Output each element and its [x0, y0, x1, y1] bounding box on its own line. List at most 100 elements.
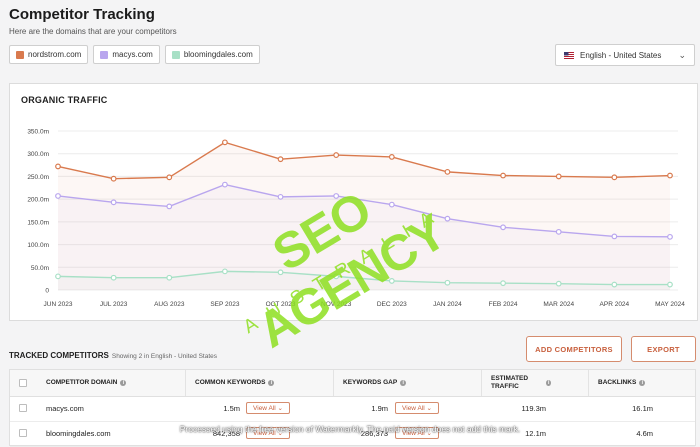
row-common-keywords: 1.5m: [223, 404, 240, 413]
data-point: [166, 203, 173, 210]
competitor-chip-macys[interactable]: macys.com: [93, 45, 160, 64]
header-label: KEYWORDS GAP: [343, 379, 398, 386]
export-button[interactable]: EXPORT: [631, 336, 696, 362]
add-competitors-button[interactable]: ADD COMPETITORS: [526, 336, 622, 362]
series-area: [58, 271, 670, 290]
competitor-chip-bloomingdales[interactable]: bloomingdales.com: [164, 45, 260, 64]
tracked-competitors-title: TRACKED COMPETITORS Showing 2 in English …: [9, 351, 217, 360]
x-tick-label: APR 2024: [600, 301, 630, 308]
data-point: [388, 153, 395, 160]
language-selected: English - United States: [580, 50, 662, 60]
y-tick-label: 300.0m: [27, 151, 49, 158]
data-point: [110, 175, 117, 182]
info-icon: i: [546, 380, 551, 386]
data-point: [500, 172, 506, 179]
row-keywords-gap: 286,373: [360, 429, 388, 438]
column-divider: [481, 370, 482, 396]
competitor-chips: nordstrom.com macys.com bloomingdales.co…: [9, 45, 260, 64]
page-title: Competitor Tracking: [9, 6, 155, 23]
color-swatch: [171, 50, 180, 59]
data-point: [222, 181, 228, 188]
table-header: COMPETITOR DOMAIN i COMMON KEYWORDS i KEYW…: [10, 370, 695, 397]
series-area: [58, 184, 670, 290]
competitor-chip-nordstrom[interactable]: nordstrom.com: [9, 45, 89, 64]
row-domain: macys.com: [46, 404, 84, 413]
data-point: [500, 280, 506, 287]
us-flag-icon: [564, 51, 574, 59]
view-all-button[interactable]: View All ⌄: [246, 427, 290, 439]
data-point: [611, 281, 618, 288]
data-point: [333, 273, 340, 280]
chevron-down-icon: ⌄: [678, 49, 686, 60]
row-backlinks: 4.6m: [636, 429, 653, 438]
x-tick-label: FEB 2024: [489, 301, 518, 308]
series-area: [58, 142, 670, 290]
view-all-button[interactable]: View All ⌄: [246, 402, 290, 414]
info-icon: i: [268, 380, 275, 386]
series-line: [57, 183, 671, 238]
data-point: [166, 174, 173, 181]
header-domain[interactable]: COMPETITOR DOMAIN i: [46, 370, 127, 396]
y-tick-label: 0: [45, 288, 49, 295]
info-icon: i: [639, 380, 646, 386]
view-all-label: View All: [402, 404, 425, 412]
data-point: [55, 193, 61, 199]
y-tick-label: 200.0m: [27, 197, 49, 204]
view-all-button[interactable]: View All ⌄: [395, 427, 439, 439]
data-point: [222, 139, 228, 146]
data-point: [444, 279, 451, 286]
row-backlinks: 16.1m: [632, 404, 653, 413]
organic-traffic-chart: 350.0m 300.0m 250.0m 200.0m 150.0m 100.0m 50.0…: [27, 129, 685, 309]
row-estimated-traffic: 119.3m: [521, 404, 546, 413]
series-line: [57, 270, 670, 286]
data-point: [388, 278, 395, 284]
data-point: [667, 281, 673, 288]
row-domain: bloomingdales.com: [46, 429, 111, 438]
view-all-label: View All: [253, 404, 276, 412]
data-point: [55, 163, 61, 170]
header-common-keywords[interactable]: COMMON KEYWORDS i: [195, 370, 275, 396]
tracked-title: TRACKED COMPETITORS: [9, 351, 109, 360]
data-point: [110, 199, 117, 206]
tracked-subtitle: Showing 2 in English - United States: [111, 353, 218, 360]
data-point: [555, 280, 562, 287]
y-tick-label: 250.0m: [27, 174, 49, 181]
y-tick-label: 150.0m: [27, 219, 49, 226]
x-tick-label: MAR 2024: [543, 301, 574, 308]
chip-label: macys.com: [112, 50, 153, 59]
row-checkbox[interactable]: [19, 429, 27, 437]
header-backlinks[interactable]: BACKLINKS i: [598, 370, 646, 396]
data-point: [277, 269, 284, 276]
y-tick-label: 50.0m: [31, 265, 49, 272]
x-tick-label: AUG 2023: [154, 301, 185, 308]
data-point: [667, 172, 673, 179]
language-select[interactable]: English - United States ⌄: [555, 44, 695, 66]
column-divider: [588, 370, 589, 396]
data-point: [444, 215, 451, 222]
row-estimated-traffic: 12.1m: [525, 429, 546, 438]
row-common-keywords: 842,358: [212, 429, 240, 438]
data-point: [555, 173, 562, 180]
chip-label: nordstrom.com: [28, 50, 82, 59]
view-all-button[interactable]: View All ⌄: [395, 402, 439, 414]
color-swatch: [100, 50, 109, 59]
row-checkbox[interactable]: [19, 404, 27, 412]
info-icon: i: [400, 380, 407, 386]
data-point: [222, 268, 228, 275]
column-divider: [185, 370, 186, 396]
data-point: [611, 174, 618, 181]
header-estimated-traffic[interactable]: ESTIMATED TRAFFIC i: [491, 370, 551, 396]
select-all-checkbox[interactable]: [19, 379, 27, 387]
data-point: [667, 233, 673, 240]
x-tick-label: JAN 2024: [433, 301, 462, 308]
x-tick-label: NOV 2023: [321, 301, 352, 308]
header-keywords-gap[interactable]: KEYWORDS GAP i: [343, 370, 407, 396]
header-label: BACKLINKS: [598, 379, 637, 386]
y-tick-label: 350.0m: [27, 129, 49, 136]
data-point: [444, 168, 451, 175]
chip-label: bloomingdales.com: [183, 50, 253, 59]
data-point: [388, 201, 395, 208]
table-row: macys.com 1.5m View All ⌄ 1.9m View All …: [10, 396, 695, 422]
data-point: [333, 193, 340, 199]
info-icon: i: [120, 380, 127, 386]
